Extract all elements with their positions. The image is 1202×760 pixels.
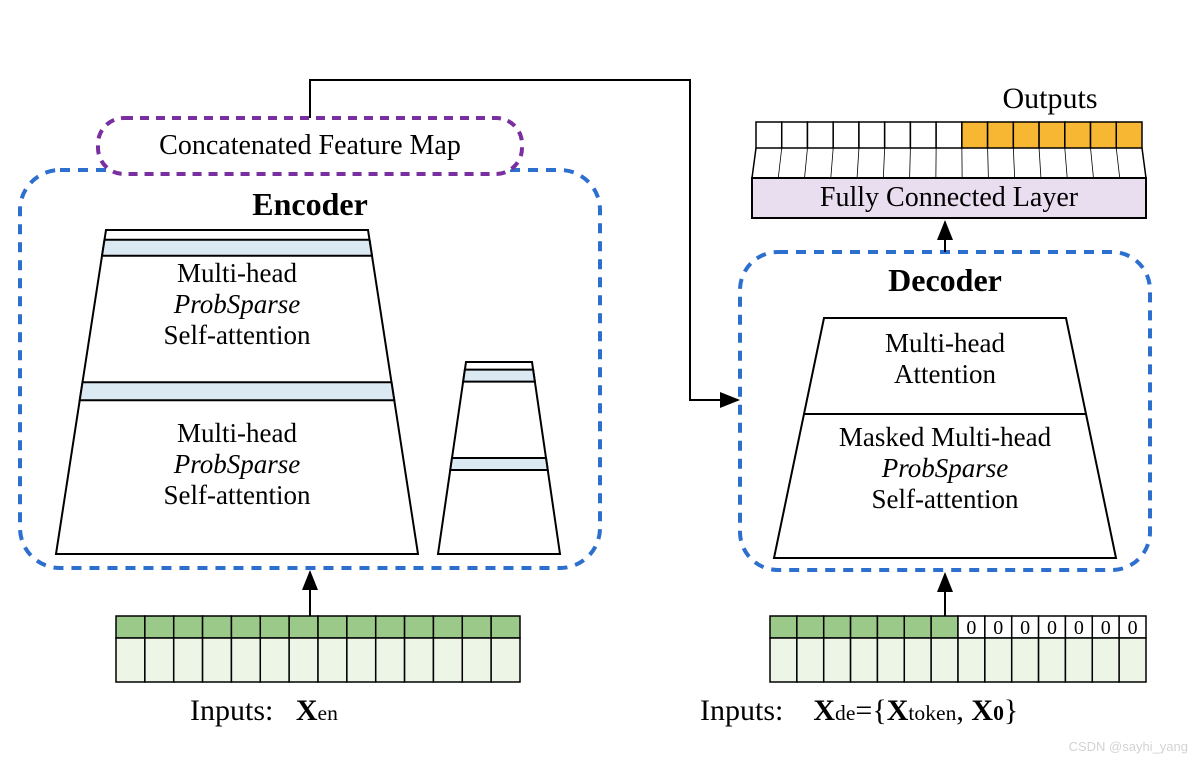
encoder-inputs-label: Inputs: Xen (190, 694, 490, 729)
svg-text:0: 0 (1074, 617, 1084, 639)
svg-text:0: 0 (993, 617, 1003, 639)
decoder-bottom-block: Masked Multi-headProbSparseSelf-attentio… (790, 422, 1100, 515)
encoder-lower-block: Multi-headProbSparseSelf-attention (90, 418, 384, 511)
watermark: CSDN @sayhi_yang (1069, 739, 1188, 754)
svg-text:0: 0 (1020, 617, 1030, 639)
decoder-title: Decoder (830, 262, 1060, 299)
decoder-inputs-label: Inputs: Xde={Xtoken, X0} (700, 694, 1170, 729)
outputs-label: Outputs (960, 82, 1140, 117)
fc-layer-label: Fully Connected Layer (752, 182, 1146, 214)
svg-text:0: 0 (1047, 617, 1057, 639)
encoder-title: Encoder (200, 186, 420, 223)
concat-feature-map-label: Concatenated Feature Map (106, 130, 514, 162)
svg-text:0: 0 (1128, 617, 1138, 639)
svg-text:0: 0 (966, 617, 976, 639)
svg-text:0: 0 (1101, 617, 1111, 639)
decoder-top-block: Multi-headAttention (820, 328, 1070, 390)
encoder-upper-block: Multi-headProbSparseSelf-attention (108, 258, 366, 351)
